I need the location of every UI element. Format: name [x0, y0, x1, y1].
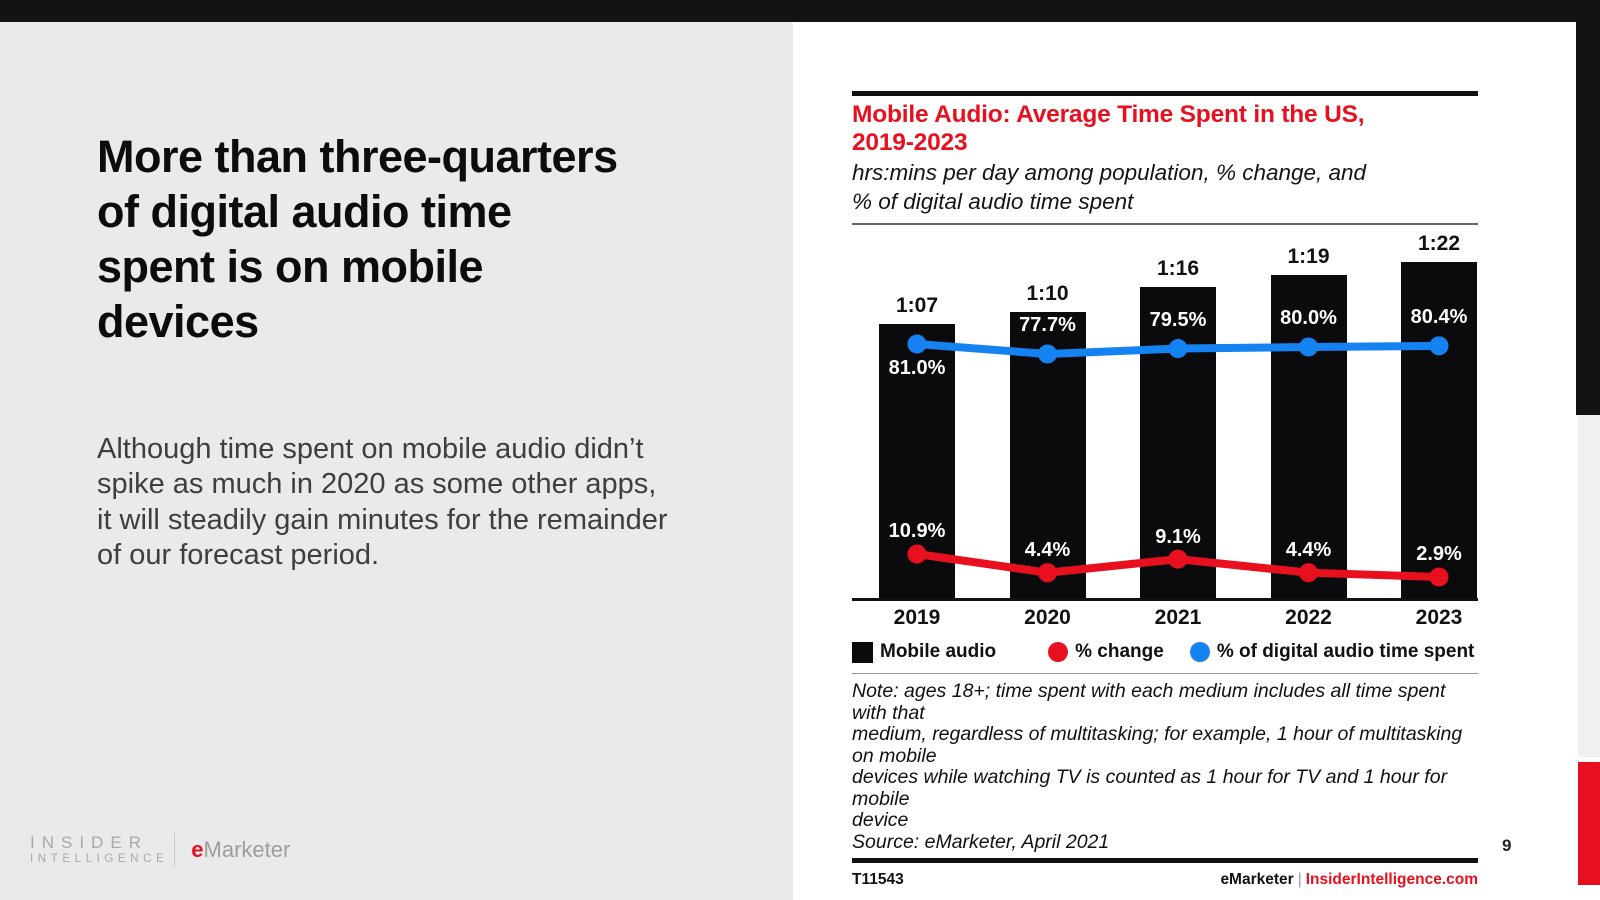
chart-bottom-rule	[852, 858, 1478, 864]
bar-value-label-2019: 1:07	[895, 293, 939, 317]
legend-item-mobile-audio: Mobile audio	[852, 641, 996, 663]
emarketer-logo: eMarketer	[191, 837, 290, 863]
note-rule	[852, 673, 1478, 675]
insider-intelligence-logo: INSIDER INTELLIGENCE	[30, 833, 168, 867]
chart-footer-row: T11543 eMarketer | InsiderIntelligence.com	[852, 871, 1478, 889]
page-number: 9	[1502, 836, 1512, 855]
logo-divider	[174, 833, 176, 867]
x-axis-label-2020: 2020	[1024, 606, 1071, 630]
slide-body-text: Although time spent on mobile audio didn…	[97, 433, 668, 572]
emarketer-logo-e: e	[191, 837, 204, 862]
x-axis-label-2022: 2022	[1285, 606, 1332, 630]
legend-circle-swatch	[1048, 642, 1069, 663]
digital-audio-share-label-2022: 80.0%	[1280, 307, 1337, 330]
slide-headline: More than three-quarters of digital audio…	[97, 131, 618, 347]
legend-item--change: % change	[1048, 641, 1164, 663]
line-series-overlay	[907, 334, 1449, 587]
footer-logos: INSIDER INTELLIGENCE eMarketer	[30, 833, 290, 867]
bar-value-label-2021: 1:16	[1156, 257, 1200, 281]
legend-label: % change	[1075, 641, 1164, 663]
chart-block: Mobile Audio: Average Time Spent in the …	[852, 91, 1478, 889]
digital-audio-share-label-2019: 81.0%	[888, 357, 946, 380]
pct-change-label-2019: 10.9%	[888, 520, 946, 543]
x-axis-label-2021: 2021	[1154, 606, 1202, 630]
chart-subtitle: hrs:mins per day among population, % cha…	[852, 160, 1367, 214]
left-gray-panel	[0, 22, 793, 900]
x-axis-labels: 2019 2020 2021 2022 2023	[852, 606, 1478, 632]
chart-title: Mobile Audio: Average Time Spent in the …	[852, 101, 1365, 156]
bar-2021	[1140, 287, 1216, 599]
right-edge-red-strip	[1578, 762, 1600, 885]
pct-change-label-2022: 4.4%	[1285, 539, 1332, 562]
chart-note: Note: ages 18+; time spent with each med…	[852, 680, 1463, 853]
bar-value-label-2020: 1:10	[1026, 281, 1069, 305]
intelligence-logo-text: INTELLIGENCE	[30, 853, 169, 865]
right-edge-black-strip	[1576, 0, 1600, 415]
pct-change-label-2020: 4.4%	[1024, 539, 1071, 562]
right-edge-gray-strip	[1578, 415, 1600, 757]
legend-square-swatch	[852, 641, 873, 663]
bar-value-label-2022: 1:19	[1287, 244, 1330, 268]
digital-audio-share-label-2020: 77.7%	[1019, 314, 1076, 337]
chart-header-rule	[852, 223, 1478, 226]
bar-2022	[1270, 274, 1347, 599]
emarketer-logo-rest: Marketer	[203, 837, 291, 862]
legend-label: % of digital audio time spent	[1216, 641, 1475, 663]
insider-logo-text: INSIDER	[30, 833, 148, 852]
bar-value-label-2023: 1:22	[1417, 232, 1461, 256]
brand-emarketer: eMarketer	[1220, 871, 1294, 889]
chart-id: T11543	[852, 871, 904, 889]
x-axis-label-2023: 2023	[1415, 606, 1463, 630]
chart-top-rule	[852, 91, 1478, 96]
brand-line: eMarketer | InsiderIntelligence.com	[1220, 871, 1478, 889]
pct-change-label-2023: 2.9%	[1416, 543, 1462, 566]
bar-2023	[1401, 262, 1477, 599]
plot-area: 1:07 81.0% 10.9% 1:10 77.7% 4.4% 1:16 79.5% 9.1%…	[852, 232, 1478, 602]
chart-legend: Mobile audio % change % of digital audio t…	[852, 641, 1478, 663]
legend-item--of-digital-audio-time-spent: % of digital audio time spent	[1189, 641, 1475, 663]
pct-change-label-2021: 9.1%	[1155, 525, 1201, 548]
brand-separator: |	[1297, 871, 1302, 889]
digital-audio-share-label-2023: 80.4%	[1410, 306, 1468, 329]
legend-label: Mobile audio	[880, 641, 997, 663]
digital-audio-share-label-2021: 79.5%	[1149, 309, 1207, 331]
top-accent-bar	[0, 0, 1600, 22]
x-axis-label-2019: 2019	[893, 606, 941, 630]
insider-intelligence-link[interactable]: InsiderIntelligence.com	[1305, 871, 1478, 889]
legend-circle-swatch	[1189, 642, 1210, 663]
